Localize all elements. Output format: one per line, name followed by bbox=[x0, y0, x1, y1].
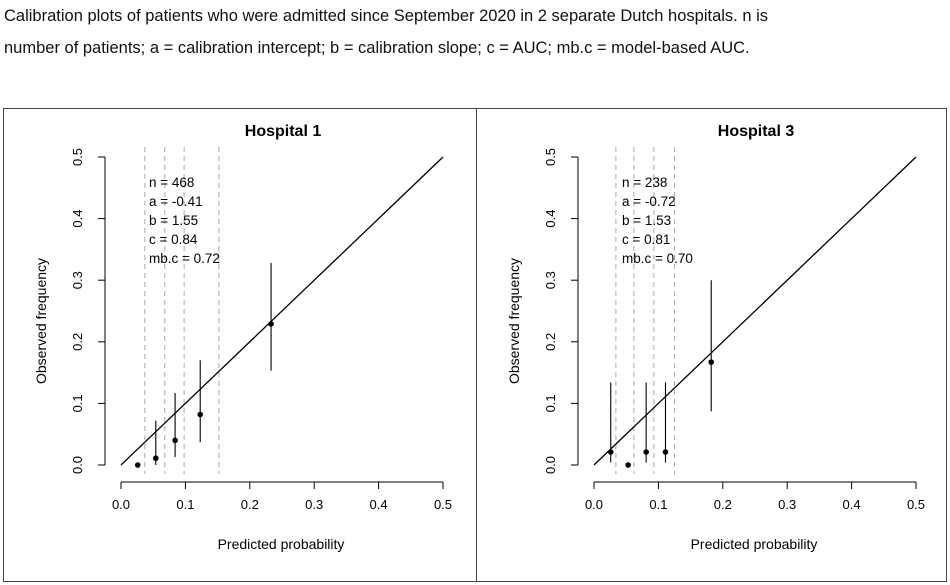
x-axis-label: Predicted probability bbox=[691, 536, 818, 552]
y-axis-label: Observed frequency bbox=[33, 258, 49, 384]
data-point bbox=[152, 455, 159, 462]
stat-label: mb.c = 0.70 bbox=[622, 251, 693, 266]
data-point bbox=[134, 462, 141, 468]
x-tick-label: 0.0 bbox=[112, 497, 130, 512]
y-tick-label: 0.0 bbox=[543, 456, 558, 474]
data-point bbox=[607, 449, 614, 455]
calibration-plot-hospital-1: Hospital 1 0.0 0.1 0.2 0.3 0.4 0.5 Predicted pr… bbox=[33, 123, 452, 552]
y-tick-label: 0.0 bbox=[70, 456, 85, 474]
stat-label: a = -0.72 bbox=[622, 194, 676, 209]
y-axis-label: Observed frequency bbox=[506, 258, 522, 384]
x-tick-label: 0.2 bbox=[241, 497, 259, 512]
data-point bbox=[662, 449, 669, 455]
y-tick-label: 0.2 bbox=[70, 333, 85, 351]
stat-label: c = 0.84 bbox=[149, 232, 198, 247]
x-tick-label: 0.3 bbox=[305, 497, 323, 512]
stat-label: n = 238 bbox=[622, 175, 667, 190]
y-tick-label: 0.4 bbox=[543, 210, 558, 228]
x-tick-label: 0.0 bbox=[585, 497, 603, 512]
stat-label: mb.c = 0.72 bbox=[149, 251, 220, 266]
data-point bbox=[172, 437, 178, 444]
y-tick-label: 0.1 bbox=[543, 394, 558, 412]
calibration-plot-hospital-3: Hospital 3 0.0 0.1 0.2 0.3 0.4 0.5 Predicted pr… bbox=[506, 123, 925, 552]
x-axis-label: Predicted probability bbox=[218, 536, 345, 552]
panel-divider bbox=[476, 109, 477, 581]
caption-line-1: Calibration plots of patients who were a… bbox=[4, 7, 769, 25]
y-tick-label: 0.4 bbox=[70, 210, 85, 228]
x-tick-label: 0.3 bbox=[778, 497, 796, 512]
chart-title: Hospital 3 bbox=[718, 123, 795, 140]
y-tick-label: 0.5 bbox=[543, 148, 558, 166]
y-tick-label: 0.1 bbox=[70, 394, 85, 412]
x-tick-label: 0.5 bbox=[434, 497, 452, 512]
stat-label: c = 0.81 bbox=[622, 232, 670, 247]
data-point bbox=[268, 321, 274, 327]
data-point bbox=[197, 411, 204, 418]
data-point bbox=[643, 449, 649, 455]
y-tick-label: 0.2 bbox=[543, 333, 558, 351]
caption-line-2: number of patients; a = calibration inte… bbox=[4, 39, 750, 57]
stat-label: n = 468 bbox=[149, 175, 194, 190]
x-tick-label: 0.1 bbox=[176, 497, 194, 512]
y-tick-label: 0.3 bbox=[70, 271, 85, 289]
x-tick-label: 0.4 bbox=[843, 497, 861, 512]
x-tick-label: 0.2 bbox=[714, 497, 732, 512]
data-point bbox=[625, 462, 631, 468]
figure-caption: Calibration plots of patients who were a… bbox=[4, 0, 944, 64]
x-tick-label: 0.1 bbox=[649, 497, 667, 512]
reference-line bbox=[593, 156, 917, 466]
stat-label: b = 1.55 bbox=[149, 213, 198, 228]
stat-label: b = 1.53 bbox=[622, 213, 671, 228]
x-tick-label: 0.4 bbox=[370, 497, 388, 512]
chart-title: Hospital 1 bbox=[245, 123, 322, 140]
y-tick-label: 0.5 bbox=[70, 148, 85, 166]
data-point bbox=[708, 359, 715, 365]
stat-label: a = -0.41 bbox=[149, 194, 203, 209]
x-tick-label: 0.5 bbox=[907, 497, 925, 512]
y-tick-label: 0.3 bbox=[543, 271, 558, 289]
figure-panels: Hospital 1 0.0 0.1 0.2 0.3 0.4 0.5 Predicted pr… bbox=[3, 108, 947, 582]
